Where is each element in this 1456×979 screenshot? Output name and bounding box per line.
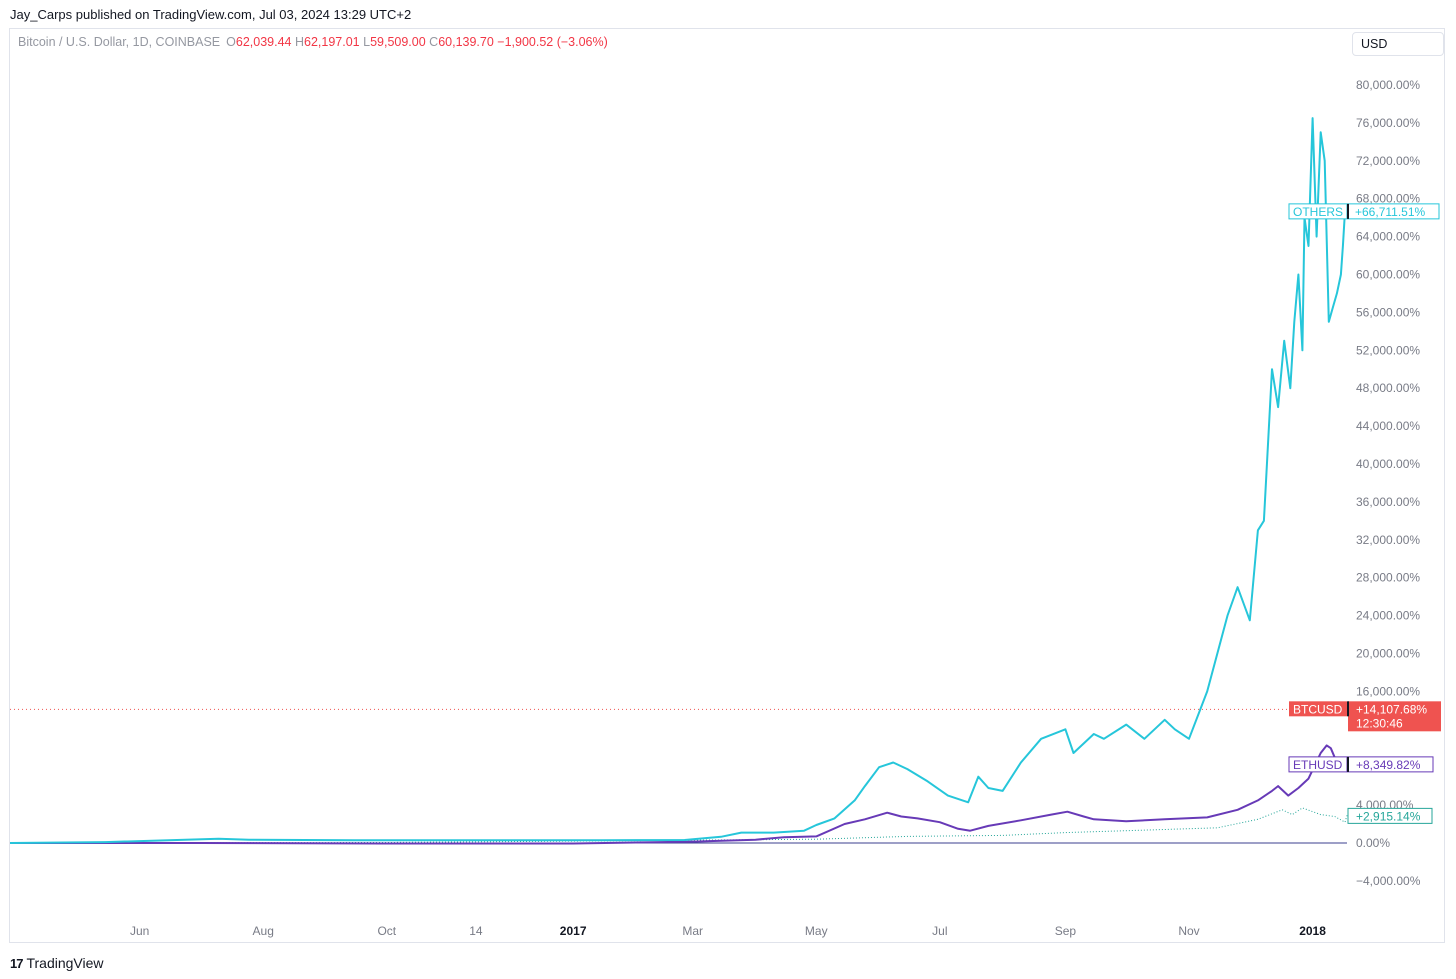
y-tick-label: 48,000.00%	[1356, 381, 1420, 395]
others-name-label: OTHERS	[1293, 205, 1343, 219]
y-tick-label: 64,000.00%	[1356, 230, 1420, 244]
change-value: −1,900.52 (−3.06%)	[497, 35, 608, 49]
y-tick-label: 52,000.00%	[1356, 343, 1420, 357]
btcusd-value-marker	[1347, 701, 1349, 717]
y-tick-label: 44,000.00%	[1356, 419, 1420, 433]
y-tick-label: 68,000.00%	[1356, 192, 1420, 206]
open-label: O	[226, 35, 236, 49]
y-tick-label: 40,000.00%	[1356, 457, 1420, 471]
others-line	[9, 117, 1347, 844]
chart-frame	[9, 28, 1445, 943]
high-value: 62,197.01	[304, 35, 360, 49]
y-tick-label: 28,000.00%	[1356, 571, 1420, 585]
ethusd-line	[10, 744, 1348, 845]
y-tick-label: 76,000.00%	[1356, 116, 1420, 130]
y-tick-label: 56,000.00%	[1356, 305, 1420, 319]
symbol-legend: Bitcoin / U.S. Dollar, 1D, COINBASE O62,0…	[18, 35, 608, 49]
x-tick-label: May	[805, 924, 828, 938]
y-tick-label: 0.00%	[1356, 836, 1390, 850]
y-tick-label: 36,000.00%	[1356, 495, 1420, 509]
y-tick-label: 20,000.00%	[1356, 646, 1420, 660]
x-tick-label: Jul	[932, 924, 947, 938]
x-tick-label: 2018	[1299, 924, 1326, 938]
tradingview-brand: TradingView	[26, 955, 104, 971]
y-tick-label: 80,000.00%	[1356, 78, 1420, 92]
y-tick-label: 24,000.00%	[1356, 609, 1420, 623]
y-tick-label: 60,000.00%	[1356, 267, 1420, 281]
x-tick-label: Mar	[682, 924, 703, 938]
x-tick-label: 2017	[560, 924, 587, 938]
others-value-marker	[1347, 203, 1349, 219]
currency-button[interactable]: USD	[1352, 32, 1444, 56]
btcusd-line	[9, 807, 1348, 844]
x-tick-label: Sep	[1055, 924, 1077, 938]
low-value: 59,509.00	[370, 35, 426, 49]
btc-current-value-label: +2,915.14%	[1356, 809, 1421, 823]
btcusd-name-box	[1289, 701, 1347, 717]
y-tick-label: 16,000.00%	[1356, 684, 1420, 698]
publisher-byline: Jay_Carps published on TradingView.com, …	[10, 7, 412, 22]
btc-current-value-box	[1347, 807, 1433, 824]
open-value: 62,039.44	[235, 35, 292, 49]
ethusd-value-label: +8,349.82%	[1356, 758, 1421, 772]
symbol-name: Bitcoin / U.S. Dollar, 1D, COINBASE	[18, 35, 221, 49]
others-value-label: +66,711.51%	[1355, 205, 1426, 219]
y-tick-label: −4,000.00%	[1356, 874, 1421, 888]
x-tick-label: Oct	[377, 924, 396, 938]
high-label: H	[294, 35, 305, 49]
y-tick-label: 32,000.00%	[1356, 533, 1420, 547]
low-label: L	[363, 35, 371, 49]
btcusd-value-box	[1348, 701, 1441, 732]
x-tick-label: Aug	[253, 924, 274, 938]
x-tick-label: Jun	[130, 924, 149, 938]
x-tick-label: 14	[469, 924, 483, 938]
y-tick-label: 72,000.00%	[1356, 154, 1420, 168]
close-value: 60,139.70	[438, 35, 494, 49]
close-label: C	[429, 35, 439, 49]
btcusd-value-label: +14,107.68%	[1356, 702, 1427, 716]
ethusd-value-marker	[1347, 756, 1349, 772]
ethusd-name-label: ETHUSD	[1293, 758, 1343, 772]
btcusd-name-label: BTCUSD	[1293, 702, 1343, 716]
x-tick-label: Nov	[1178, 924, 1199, 938]
tradingview-logo-icon: 17	[10, 955, 24, 971]
btcusd-countdown-label: 12:30:46	[1356, 716, 1403, 730]
tradingview-footer[interactable]: 17 TradingView	[10, 955, 104, 971]
